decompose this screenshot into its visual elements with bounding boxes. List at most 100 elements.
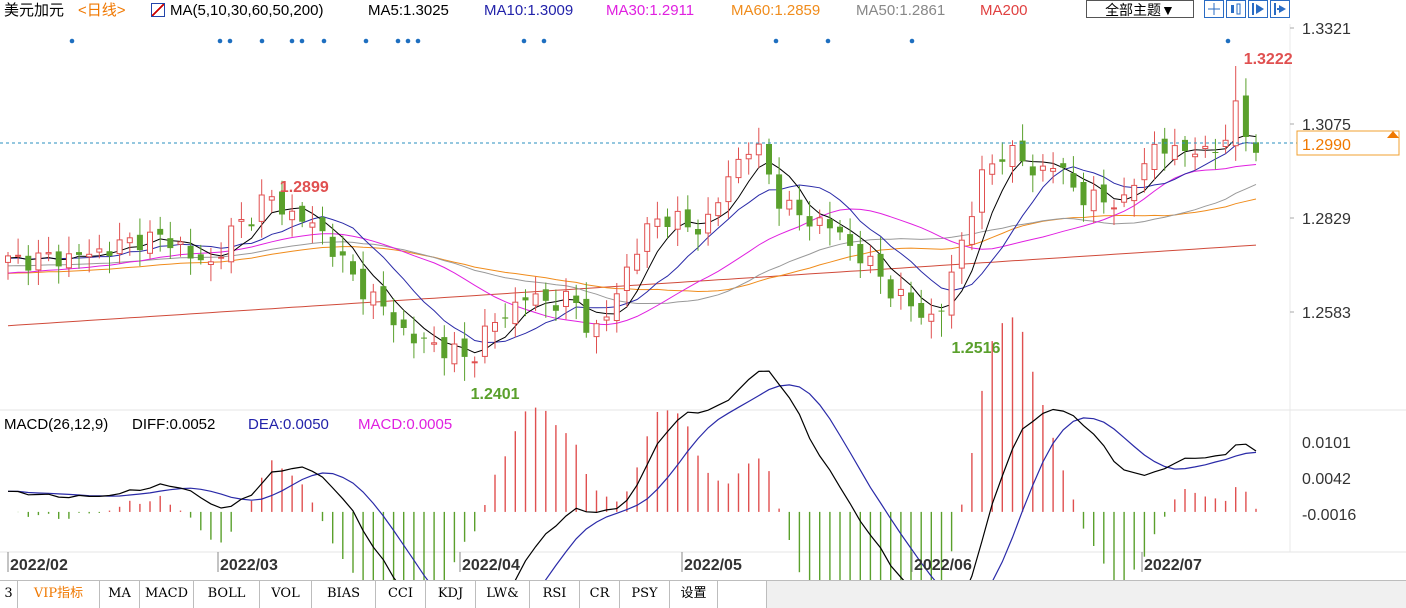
macd-tick-label: 0.0101	[1302, 435, 1351, 452]
candle-body	[715, 202, 722, 217]
dea-line	[7, 384, 1257, 580]
tab-item[interactable]: CCI	[376, 581, 426, 608]
candle-body	[958, 239, 965, 269]
tab-item[interactable]: 设置	[670, 581, 718, 608]
candle-body	[126, 237, 133, 244]
last-price-label: 1.2990	[1302, 137, 1351, 154]
candle-body	[623, 266, 630, 292]
tab-item[interactable]: PSY	[620, 581, 670, 608]
macd-histogram	[17, 317, 1257, 580]
candle-body	[390, 312, 397, 326]
candle-body	[451, 343, 458, 365]
candle-body	[360, 268, 367, 300]
date-label: 2022/07	[1144, 557, 1202, 574]
candle-body	[979, 169, 985, 213]
candle-body	[289, 210, 296, 221]
candle-body	[684, 209, 691, 228]
tab-item[interactable]: BOLL	[194, 581, 260, 608]
candle-body	[339, 251, 346, 256]
candle-body	[218, 256, 225, 259]
candle-body	[461, 338, 468, 357]
candle-body	[400, 319, 407, 328]
expand-icon[interactable]	[1270, 0, 1290, 18]
candle-body	[786, 199, 793, 210]
tab-scroll-edge[interactable]: 3	[0, 581, 18, 608]
candle-body	[441, 337, 448, 359]
candle-body	[968, 216, 975, 245]
candle-body	[1111, 207, 1117, 210]
tab-item[interactable]: VOL	[260, 581, 312, 608]
candle-body	[1070, 173, 1077, 188]
period-label[interactable]: <日线>	[78, 2, 126, 19]
candle-body	[5, 255, 11, 263]
macd-diff: DIFF:0.0052	[132, 416, 216, 433]
candle-body	[938, 310, 945, 312]
candle-body	[1253, 142, 1259, 153]
candlestick-chart[interactable]: 1.2990 1.3321 1.3075 1.2829 1.2583 1.2899 1.24…	[0, 0, 1406, 580]
tab-item[interactable]: CR	[580, 581, 620, 608]
candle-body	[705, 213, 712, 234]
candle-body	[826, 219, 833, 229]
tab-item[interactable]: VIP指标	[18, 581, 100, 608]
tab-item[interactable]: MA	[100, 581, 140, 608]
price-annotation: 1.2516	[952, 340, 1001, 357]
tab-item[interactable]: LW&	[476, 581, 530, 608]
candle-body	[1100, 184, 1107, 203]
event-dot	[1225, 38, 1231, 44]
event-dot	[299, 38, 305, 44]
candle-body	[1039, 165, 1046, 171]
candle-body	[745, 153, 752, 160]
candle-body	[512, 301, 519, 325]
ma10-line	[7, 142, 1257, 344]
play-icon[interactable]	[1248, 0, 1268, 18]
candle-body	[35, 252, 42, 271]
event-dot	[541, 38, 547, 44]
candle-body	[1019, 140, 1026, 162]
candle-body	[1171, 145, 1178, 160]
candle-body	[603, 316, 610, 321]
tab-item[interactable]: KDJ	[426, 581, 476, 608]
macd-tick-label: -0.0016	[1302, 507, 1356, 524]
candle-body	[1232, 100, 1239, 147]
candle-body	[1029, 166, 1036, 176]
candle-body	[370, 291, 377, 306]
ma60-value: MA60:1.2859	[731, 2, 821, 19]
last-price-box	[1296, 130, 1400, 156]
candle-body	[1009, 145, 1016, 167]
macd-spec: MACD(26,12,9)	[4, 416, 109, 433]
tab-item[interactable]: BIAS	[312, 581, 376, 608]
candle-body	[552, 305, 559, 311]
candle-body	[674, 210, 681, 230]
candle-body	[918, 303, 925, 318]
candle-body	[106, 251, 113, 257]
candle-body	[664, 216, 671, 227]
candle-body	[1121, 194, 1128, 203]
candle-body	[329, 236, 336, 257]
ma-indicator-icon[interactable]	[151, 3, 165, 17]
event-dot	[405, 38, 411, 44]
theme-dropdown[interactable]: 全部主题▼	[1086, 0, 1194, 18]
candle-body	[654, 218, 661, 227]
candle-body	[268, 196, 275, 201]
ma30-line	[7, 164, 1257, 326]
candle-body	[299, 205, 306, 222]
candle-body	[837, 226, 843, 233]
candle-body	[877, 253, 884, 277]
candle-body	[279, 191, 285, 215]
price-annotation: 1.3222	[1244, 51, 1293, 68]
candle-body	[1060, 163, 1067, 168]
candle-body	[248, 224, 255, 227]
ma50-value: MA50:1.2861	[856, 2, 946, 19]
kline-icon[interactable]	[1226, 0, 1246, 18]
tab-item[interactable]: RSI	[530, 581, 580, 608]
macd-tick-label: 0.0042	[1302, 471, 1351, 488]
candle-body	[502, 317, 509, 319]
candle-body	[431, 342, 438, 345]
tab-item[interactable]: MACD	[140, 581, 194, 608]
candle-body	[1141, 163, 1148, 181]
event-dot	[69, 38, 75, 44]
crosshair-icon[interactable]	[1204, 0, 1224, 18]
candle-body	[25, 255, 32, 271]
price-annotation: 1.2899	[280, 179, 329, 196]
candle-body	[816, 217, 823, 226]
